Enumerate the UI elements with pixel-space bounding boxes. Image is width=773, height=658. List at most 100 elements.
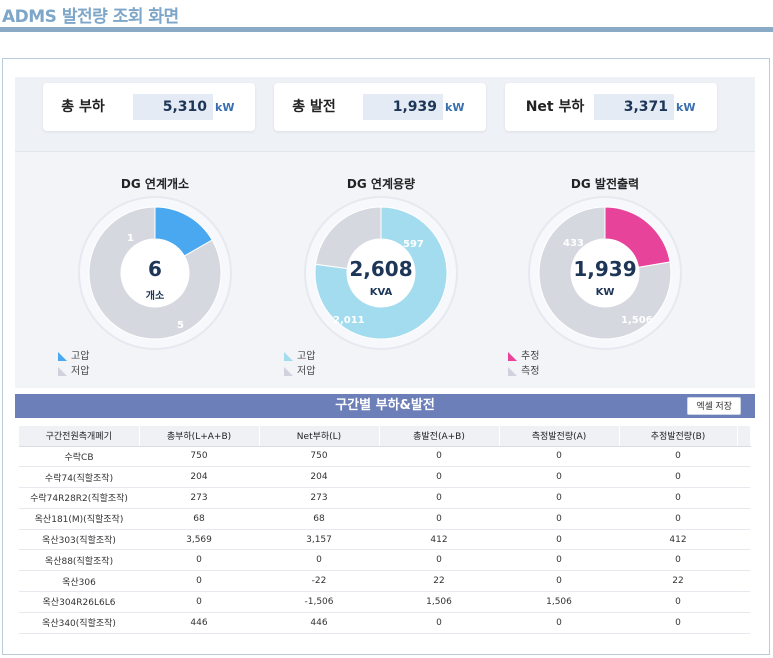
table-cell: 0 (619, 612, 737, 634)
donut-title-dg-connections: DG 연계개소 (120, 177, 190, 191)
column-header[interactable]: 총발전(A+B) (379, 426, 500, 447)
legend-label: 측정 (521, 366, 540, 377)
table-cell: 750 (259, 446, 379, 468)
table-cell: 0 (619, 487, 737, 509)
table-cell-pad (737, 612, 750, 634)
legend-item: 저압 (284, 364, 315, 379)
table-cell: 0 (619, 591, 737, 613)
column-header[interactable]: 총부하(L+A+B) (139, 426, 260, 447)
table-row[interactable]: 수락74R28R2(직할조작) 273 273 0 0 0 (19, 487, 750, 509)
table-cell-pad (737, 529, 750, 551)
legend-label: 저압 (297, 366, 316, 377)
table-cell: 0 (499, 466, 619, 489)
donut-segment-label: 597 (403, 239, 424, 250)
table-cell: 0 (619, 508, 737, 530)
table-cell: 0 (619, 549, 737, 572)
table-cell: 0 (499, 570, 619, 593)
legend-item: 저압 (58, 364, 89, 379)
table-cell-pad (737, 466, 750, 489)
table-cell: 3,569 (139, 529, 259, 551)
table-cell: 0 (619, 466, 737, 489)
table-cell: -1,506 (259, 591, 379, 613)
table-cell: 옥산88(직할조작) (19, 549, 139, 572)
donut-segment-label: 2,011 (333, 315, 365, 326)
column-header[interactable]: 측정발전량(A) (499, 426, 620, 447)
table-cell: 446 (259, 612, 379, 634)
table-header-row: 구간전원측개폐기 총부하(L+A+B) Net부하(L) 총발전(A+B) 측정… (19, 426, 751, 447)
table-cell-pad (737, 570, 750, 593)
table-cell: 22 (379, 570, 499, 593)
section-header: 구간별 부하&발전 엑셀 저장 (15, 394, 755, 418)
table-cell: 750 (139, 446, 259, 468)
table-row[interactable]: 옥산303(직할조작) 3,569 3,157 412 0 412 (19, 529, 750, 551)
table-cell: 옥산303(직할조작) (19, 529, 139, 551)
table-cell: 0 (379, 508, 499, 530)
table-cell: 0 (499, 508, 619, 530)
table-row[interactable]: 옥산88(직할조작) 0 0 0 0 0 (19, 549, 750, 572)
table-cell: 412 (619, 529, 737, 551)
title-rule (0, 27, 773, 32)
donut-dg-output: 1,939 KW 433 1,506 (525, 193, 685, 353)
column-header[interactable]: 구간전원측개폐기 (19, 426, 140, 447)
table-cell-pad (737, 446, 750, 468)
table-row[interactable]: 수락74(직할조작) 204 204 0 0 0 (19, 466, 750, 489)
table-row[interactable]: 수락CB 750 750 0 0 0 (19, 446, 750, 468)
table-row[interactable]: 옥산306 0 -22 22 0 22 (19, 570, 750, 593)
donut-segment-label: 433 (563, 238, 584, 249)
summary-label: 총 발전 (292, 99, 336, 115)
legend-label: 고압 (297, 351, 316, 362)
summary-label: 총 부하 (61, 99, 105, 115)
legend-label: 추정 (521, 351, 540, 362)
table-cell: 0 (379, 549, 499, 572)
summary-unit: kW (215, 101, 235, 114)
table-cell: 옥산304R26L6L6 (19, 591, 139, 613)
table-cell: -22 (259, 570, 379, 593)
donut-center-value: 6 (148, 257, 162, 281)
table-cell: 수락74(직할조작) (19, 466, 139, 489)
table-cell-pad (737, 549, 750, 572)
donut-legend: 추정 측정 (508, 349, 539, 379)
summary-label: Net 부하 (525, 99, 585, 115)
summary-value: 1,939 (363, 94, 443, 120)
donut-legend: 고압 저압 (58, 349, 89, 379)
table-cell: 273 (139, 487, 259, 509)
table-row[interactable]: 옥산340(직할조작) 446 446 0 0 0 (19, 612, 750, 634)
legend-swatch-icon (508, 367, 517, 376)
excel-save-button[interactable]: 엑셀 저장 (687, 397, 741, 415)
column-header[interactable]: Net부하(L) (259, 426, 380, 447)
table-cell-pad (737, 487, 750, 509)
legend-swatch-icon (508, 352, 517, 361)
summary-card-total-load: 총 부하 5,310 kW (43, 83, 255, 131)
summary-unit: kW (445, 101, 465, 114)
donut-segment-label: 5 (177, 320, 184, 331)
donut-segment-label: 1,506 (621, 315, 653, 326)
table-cell: 204 (259, 466, 379, 489)
scrollbar-gutter (737, 426, 751, 447)
table-cell: 273 (259, 487, 379, 509)
table-cell-pad (737, 508, 750, 530)
table-cell: 0 (139, 570, 259, 593)
donut-center-value: 2,608 (349, 257, 413, 281)
donut-chart-svg (78, 196, 232, 350)
donut-chart-svg (528, 196, 682, 350)
table-cell: 446 (139, 612, 259, 634)
summary-value: 5,310 (133, 94, 213, 120)
donut-center-unit: KVA (369, 287, 393, 298)
table-cell: 0 (259, 549, 379, 572)
table-cell: 0 (139, 591, 259, 613)
table-cell: 0 (379, 446, 499, 468)
table-cell: 옥산181(M)(직할조작) (19, 508, 139, 530)
section-title: 구간별 부하&발전 (335, 398, 435, 413)
column-header[interactable]: 추정발전량(B) (619, 426, 738, 447)
table-body: 수락CB 750 750 0 0 0 수락74(직할조작) 204 204 0 0 0 수락74R28R… (19, 446, 750, 634)
legend-label: 고압 (71, 351, 90, 362)
summary-card-total-generation: 총 발전 1,939 kW (274, 83, 486, 131)
legend-item: 측정 (508, 364, 539, 379)
donut-center (571, 239, 639, 307)
table-row[interactable]: 옥산181(M)(직할조작) 68 68 0 0 0 (19, 508, 750, 530)
table-cell: 0 (379, 487, 499, 509)
table-row[interactable]: 옥산304R26L6L6 0 -1,506 1,506 1,506 0 (19, 591, 750, 613)
legend-label: 저압 (71, 366, 90, 377)
donut-segment-label: 1 (127, 233, 134, 244)
table-cell: 수락74R28R2(직할조작) (19, 487, 139, 509)
